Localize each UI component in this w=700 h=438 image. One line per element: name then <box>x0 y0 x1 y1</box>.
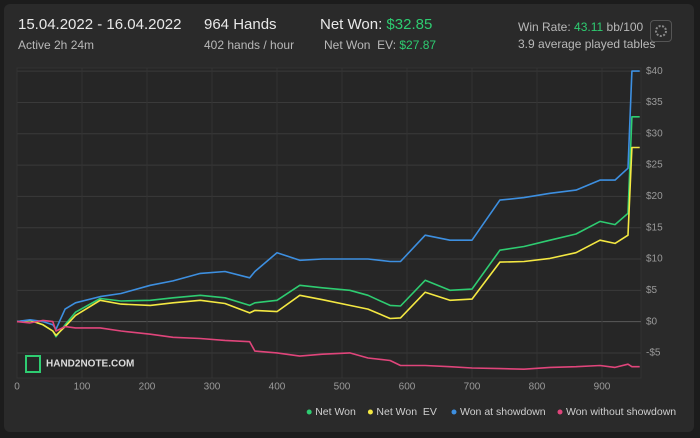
legend-label: Won without showdown <box>566 406 676 418</box>
x-tick-label: 0 <box>14 382 20 393</box>
y-tick-label: $35 <box>646 97 663 108</box>
legend-label: Net Won <box>315 406 356 418</box>
gear-icon <box>655 25 667 37</box>
x-tick-label: 900 <box>594 382 611 393</box>
y-tick-label: $5 <box>646 285 658 296</box>
hands-per-hour: 402 hands / hour <box>204 38 295 52</box>
win-rate-label: Win Rate: <box>518 20 571 34</box>
win-rate-unit: bb/100 <box>606 20 644 34</box>
legend-marker <box>306 409 312 415</box>
series-line <box>16 319 640 370</box>
y-tick-label: -$5 <box>646 348 661 359</box>
y-tick-label: $20 <box>646 191 663 202</box>
net-won-ev-label: Net Won EV: <box>324 38 397 52</box>
net-won-label: Net Won: <box>320 16 383 33</box>
session-panel: 15.04.2022 - 16.04.2022 Active 2h 24m 96… <box>4 4 694 432</box>
y-tick-label: $40 <box>646 66 663 77</box>
date-range: 15.04.2022 - 16.04.2022 <box>18 16 182 33</box>
legend-marker <box>557 409 563 415</box>
series-line <box>16 70 640 330</box>
series-line <box>16 116 640 338</box>
y-tick-label: $0 <box>646 316 658 327</box>
y-tick-label: $25 <box>646 160 663 171</box>
x-tick-label: 200 <box>139 382 156 393</box>
chart: -$5 $0 $5 $10 $15 $20 $25 $30 $35 $40 0 100 200 300 40… <box>14 66 676 418</box>
x-tick-label: 800 <box>529 382 546 393</box>
series-line <box>16 146 640 337</box>
hands: 964 Hands <box>204 16 277 33</box>
net-won-value: $32.85 <box>386 16 433 33</box>
x-tick-label: 100 <box>74 382 91 393</box>
x-tick-label: 300 <box>204 382 221 393</box>
watermark: HAND2NOTE.COM <box>46 359 134 370</box>
tables: 3.9 average played tables <box>518 37 656 51</box>
y-tick-label: $10 <box>646 254 663 265</box>
net-won-ev: Net Won EV: $27.87 <box>324 38 436 52</box>
legend-marker <box>451 409 457 415</box>
y-tick-label: $30 <box>646 128 663 139</box>
legend-label: Net Won EV <box>376 406 437 418</box>
win-rate-value: 43.11 <box>574 20 604 34</box>
win-rate: Win Rate: 43.11 bb/100 <box>518 20 643 34</box>
net-won: Net Won: $32.85 <box>320 16 432 33</box>
legend: Net Won Net Won EV Won at showdown Won with… <box>306 406 676 418</box>
x-tick-label: 400 <box>269 382 286 393</box>
x-tick-label: 700 <box>464 382 481 393</box>
gear <box>655 25 667 37</box>
net-won-ev-value: $27.87 <box>399 38 437 52</box>
legend-label: Won at showdown <box>460 406 546 418</box>
x-tick-label: 600 <box>399 382 416 393</box>
settings-button[interactable] <box>650 20 672 42</box>
watermark-logo <box>25 355 41 373</box>
y-tick-label: $15 <box>646 222 663 233</box>
plot-area <box>16 67 642 379</box>
x-tick-label: 500 <box>334 382 351 393</box>
active-time: Active 2h 24m <box>18 38 95 52</box>
legend-marker <box>367 409 373 415</box>
